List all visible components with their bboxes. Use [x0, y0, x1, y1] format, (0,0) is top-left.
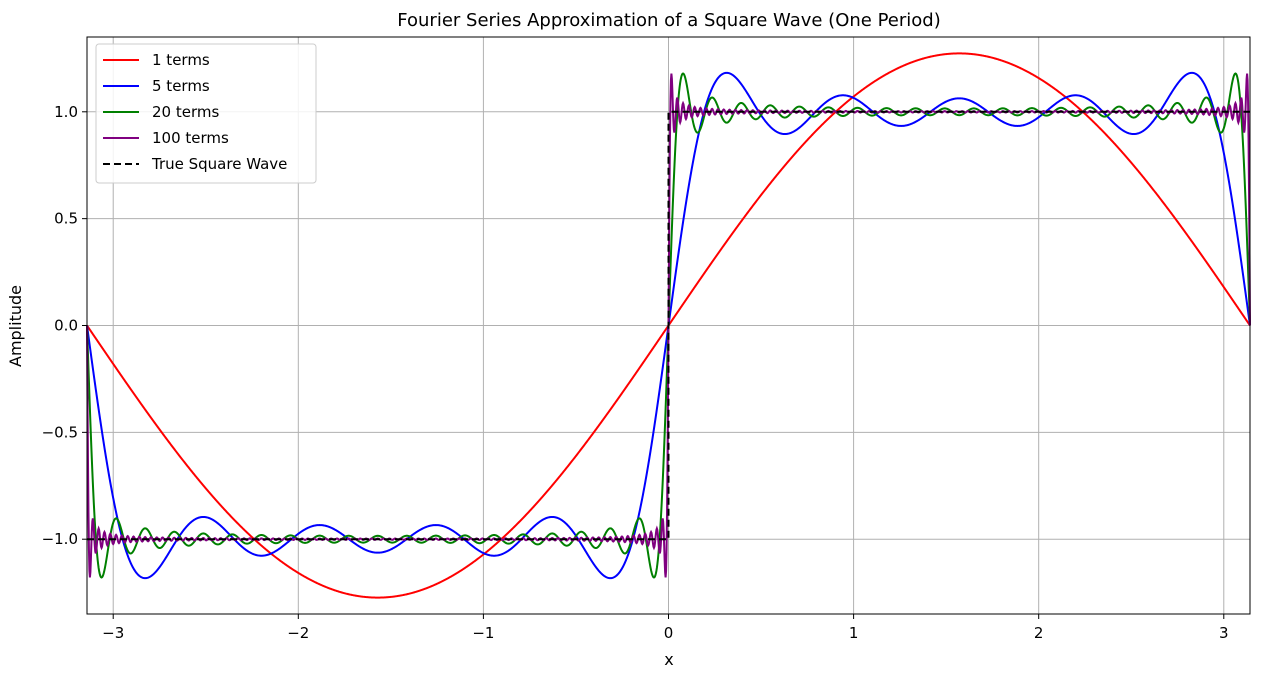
- y-tick-label: −0.5: [42, 423, 78, 441]
- series-layer: [86, 52, 1251, 599]
- legend-box: [95, 43, 317, 184]
- y-tick-label: 1.0: [54, 103, 78, 121]
- x-tick-label: 2: [1034, 624, 1044, 642]
- y-tick-label: 0.5: [54, 210, 78, 228]
- y-tick-label: 0.0: [54, 317, 78, 335]
- legend: 1 terms 5 terms 20 terms 100 terms True Squa…: [95, 43, 317, 184]
- x-axis-label: x: [664, 650, 673, 669]
- legend-label: True Square Wave: [151, 155, 287, 173]
- y-tick-label: −1.0: [42, 530, 78, 548]
- legend-label: 100 terms: [152, 129, 229, 147]
- y-axis-label: Amplitude: [6, 285, 25, 367]
- series-line-4: [87, 110, 1250, 541]
- x-tick-label: 0: [664, 624, 674, 642]
- x-tick-label: 3: [1219, 624, 1229, 642]
- x-tick-label: 1: [849, 624, 859, 642]
- legend-label: 20 terms: [152, 103, 219, 121]
- legend-label: 1 terms: [152, 51, 210, 69]
- chart-title: Fourier Series Approximation of a Square…: [397, 10, 940, 31]
- x-tick-label: −3: [102, 624, 124, 642]
- x-tick-label: −1: [472, 624, 494, 642]
- y-axis: −1.0 −0.5 0.0 0.5 1.0: [42, 103, 87, 548]
- x-tick-label: −2: [287, 624, 309, 642]
- legend-label: 5 terms: [152, 77, 210, 95]
- x-axis: −3 −2 −1 0 1 2 3: [102, 614, 1229, 642]
